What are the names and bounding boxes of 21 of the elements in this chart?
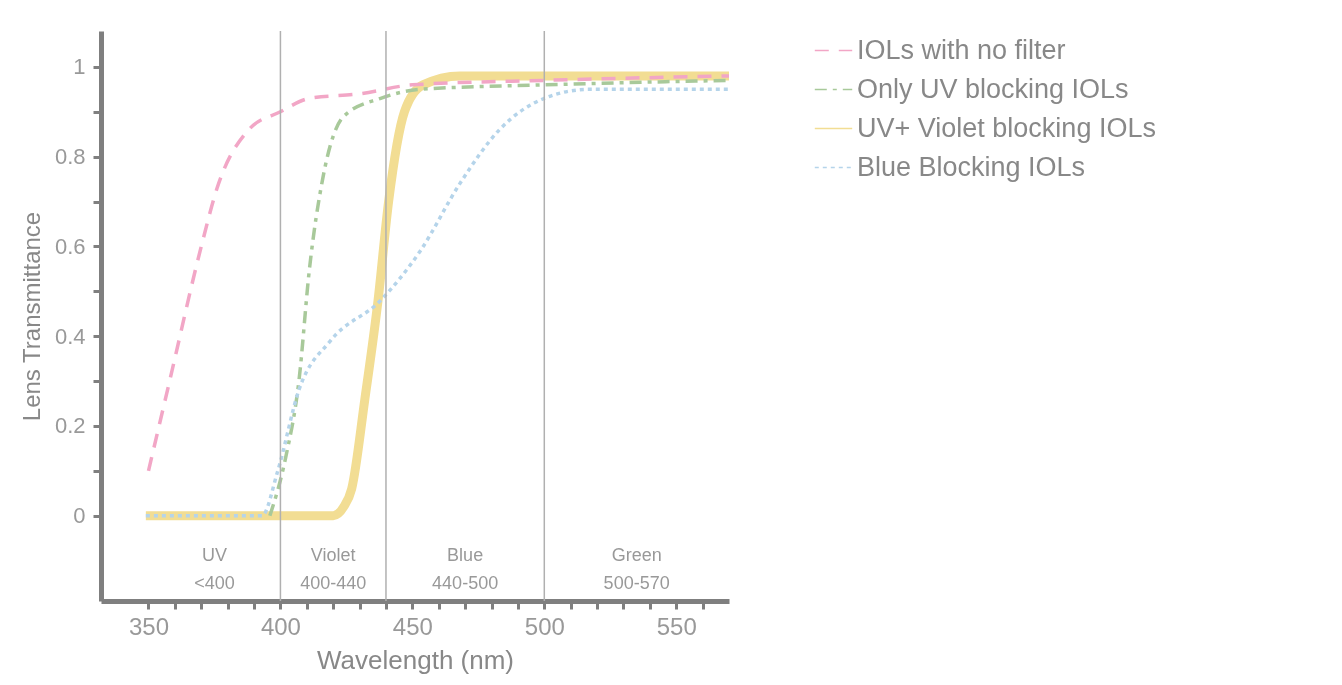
y-tick-label: 0.8 — [54, 144, 86, 170]
x-tick-label: 550 — [656, 612, 697, 640]
y-axis-title: Lens Transmittance — [17, 211, 45, 422]
annotation: Violet 400-440 — [300, 545, 367, 593]
x-tick-label: 450 — [392, 612, 433, 640]
legend-label: IOLs with no filter — [857, 34, 1066, 65]
x-tick-label: 400 — [260, 612, 301, 640]
legend-label: UV+ Violet blocking IOLs — [857, 112, 1156, 143]
x-tick-label: 500 — [524, 612, 565, 640]
annotation: Green 500-570 — [603, 545, 670, 593]
x-tick-label: 350 — [128, 612, 170, 640]
y-tick-label: 0 — [73, 503, 86, 529]
legend-label: Only UV blocking IOLs — [857, 73, 1129, 104]
y-tick-label: 0.4 — [54, 323, 86, 349]
y-tick-label: 1 — [73, 54, 86, 80]
annotation: UV <400 — [194, 545, 235, 593]
annotation: Blue 440-500 — [432, 545, 499, 593]
legend-label: Blue Blocking IOLs — [857, 151, 1086, 182]
x-axis-title: Wavelength (nm) — [317, 644, 514, 675]
y-tick-label: 0.2 — [54, 413, 86, 439]
y-tick-label: 0.6 — [54, 233, 86, 259]
